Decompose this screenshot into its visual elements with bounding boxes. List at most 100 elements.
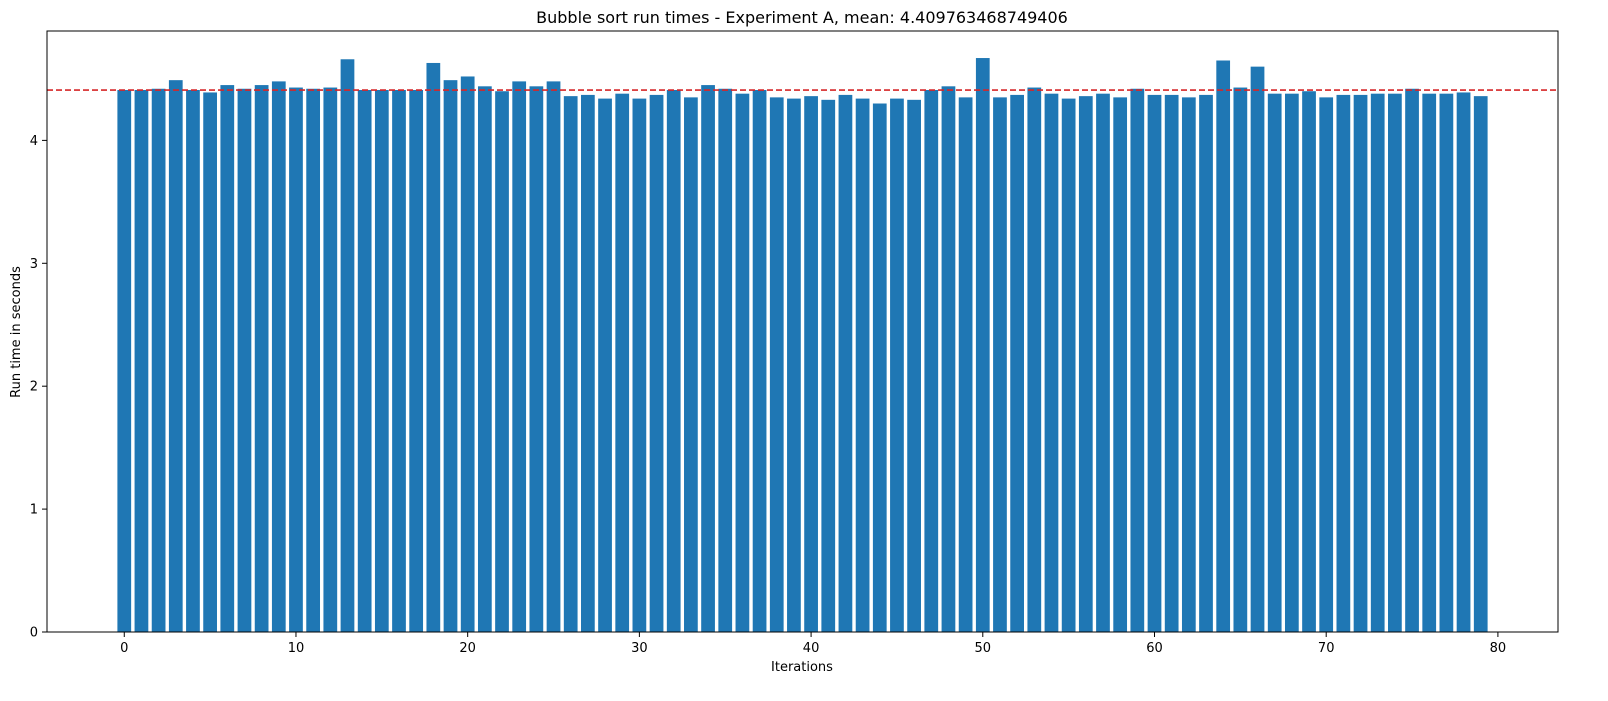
bar bbox=[546, 81, 561, 632]
bar bbox=[1302, 91, 1316, 633]
x-tick-label: 0 bbox=[120, 641, 128, 656]
bar bbox=[649, 94, 664, 632]
bar bbox=[1096, 93, 1110, 633]
bar bbox=[1353, 94, 1368, 632]
bar bbox=[443, 80, 458, 632]
plot-frame bbox=[46, 30, 1559, 633]
bar bbox=[495, 91, 509, 633]
x-tick-label: 50 bbox=[975, 641, 992, 656]
bar bbox=[460, 76, 475, 633]
bar bbox=[1147, 94, 1162, 632]
x-tick-label: 20 bbox=[459, 641, 476, 656]
bar bbox=[632, 98, 647, 633]
y-tick-label: 0 bbox=[30, 626, 38, 641]
bar bbox=[872, 103, 887, 632]
bar bbox=[529, 86, 544, 632]
bar bbox=[203, 92, 217, 632]
bar bbox=[323, 87, 338, 633]
bar bbox=[1250, 66, 1265, 632]
bar bbox=[374, 89, 389, 633]
bar bbox=[1216, 60, 1231, 632]
bar bbox=[1061, 98, 1076, 633]
bar bbox=[512, 81, 527, 632]
bar bbox=[666, 89, 681, 633]
bar bbox=[220, 85, 235, 632]
bar bbox=[581, 94, 595, 632]
bar bbox=[477, 86, 492, 632]
bar bbox=[941, 86, 956, 632]
x-axis-ticks: 0 10 20 30 40 50 60 70 80 bbox=[120, 632, 1506, 656]
bar bbox=[392, 89, 406, 633]
bar bbox=[1439, 93, 1454, 633]
bar bbox=[1199, 94, 1213, 632]
bar bbox=[855, 98, 870, 633]
y-axis-label: Run time in seconds bbox=[9, 266, 24, 398]
x-tick-label: 80 bbox=[1490, 641, 1507, 656]
bar bbox=[1370, 93, 1385, 633]
bar bbox=[237, 88, 252, 632]
y-tick-label: 1 bbox=[30, 503, 38, 518]
bar bbox=[701, 85, 715, 632]
bar bbox=[409, 89, 424, 633]
bar bbox=[426, 62, 441, 632]
bar bbox=[821, 99, 836, 632]
bar bbox=[1405, 88, 1419, 632]
bar bbox=[1284, 93, 1299, 633]
x-tick-label: 70 bbox=[1318, 641, 1335, 656]
bar bbox=[787, 98, 801, 633]
bar bbox=[289, 87, 303, 633]
bar bbox=[838, 94, 853, 632]
bar bbox=[1164, 94, 1179, 632]
bar bbox=[1130, 88, 1145, 632]
bar bbox=[615, 93, 630, 633]
bar bbox=[151, 88, 166, 632]
bar bbox=[1233, 87, 1248, 633]
bar bbox=[804, 96, 818, 632]
bar bbox=[254, 85, 269, 632]
x-tick-label: 10 bbox=[288, 641, 305, 656]
bar bbox=[752, 89, 767, 633]
chart-title: Bubble sort run times - Experiment A, me… bbox=[536, 8, 1068, 27]
y-tick-label: 4 bbox=[30, 134, 38, 149]
bar bbox=[134, 89, 149, 633]
bar bbox=[271, 81, 286, 632]
bar bbox=[1336, 94, 1351, 632]
bar bbox=[357, 89, 372, 633]
bar bbox=[993, 97, 1007, 633]
bar bbox=[1456, 92, 1471, 632]
bar bbox=[1267, 93, 1282, 633]
bar bbox=[1388, 93, 1402, 633]
bar bbox=[718, 88, 733, 632]
bar bbox=[907, 99, 921, 632]
bar bbox=[975, 58, 990, 633]
bar bbox=[186, 89, 200, 633]
y-tick-label: 3 bbox=[30, 257, 38, 272]
y-tick-label: 2 bbox=[30, 380, 38, 395]
bar bbox=[117, 89, 132, 633]
bar bbox=[890, 98, 904, 633]
bar bbox=[1010, 94, 1024, 632]
x-tick-label: 30 bbox=[631, 641, 648, 656]
bar bbox=[1181, 97, 1196, 633]
bar bbox=[1422, 93, 1437, 633]
x-axis-label: Iterations bbox=[771, 660, 833, 675]
bar bbox=[1078, 96, 1093, 632]
bar bbox=[1473, 96, 1488, 632]
x-tick-label: 60 bbox=[1146, 641, 1163, 656]
bar bbox=[769, 97, 784, 633]
bars-group bbox=[117, 58, 1488, 633]
y-axis-ticks: 0 1 2 3 4 bbox=[30, 134, 47, 641]
bar bbox=[1113, 97, 1128, 633]
bar bbox=[735, 93, 750, 633]
bar bbox=[340, 59, 355, 632]
bar bbox=[958, 97, 973, 633]
bar bbox=[168, 80, 183, 632]
bar bbox=[684, 97, 698, 633]
bar bbox=[1319, 97, 1334, 633]
bar bbox=[924, 89, 939, 633]
bar bbox=[598, 98, 612, 633]
bar bbox=[306, 88, 321, 632]
bar bbox=[563, 96, 578, 632]
x-tick-label: 40 bbox=[803, 641, 820, 656]
